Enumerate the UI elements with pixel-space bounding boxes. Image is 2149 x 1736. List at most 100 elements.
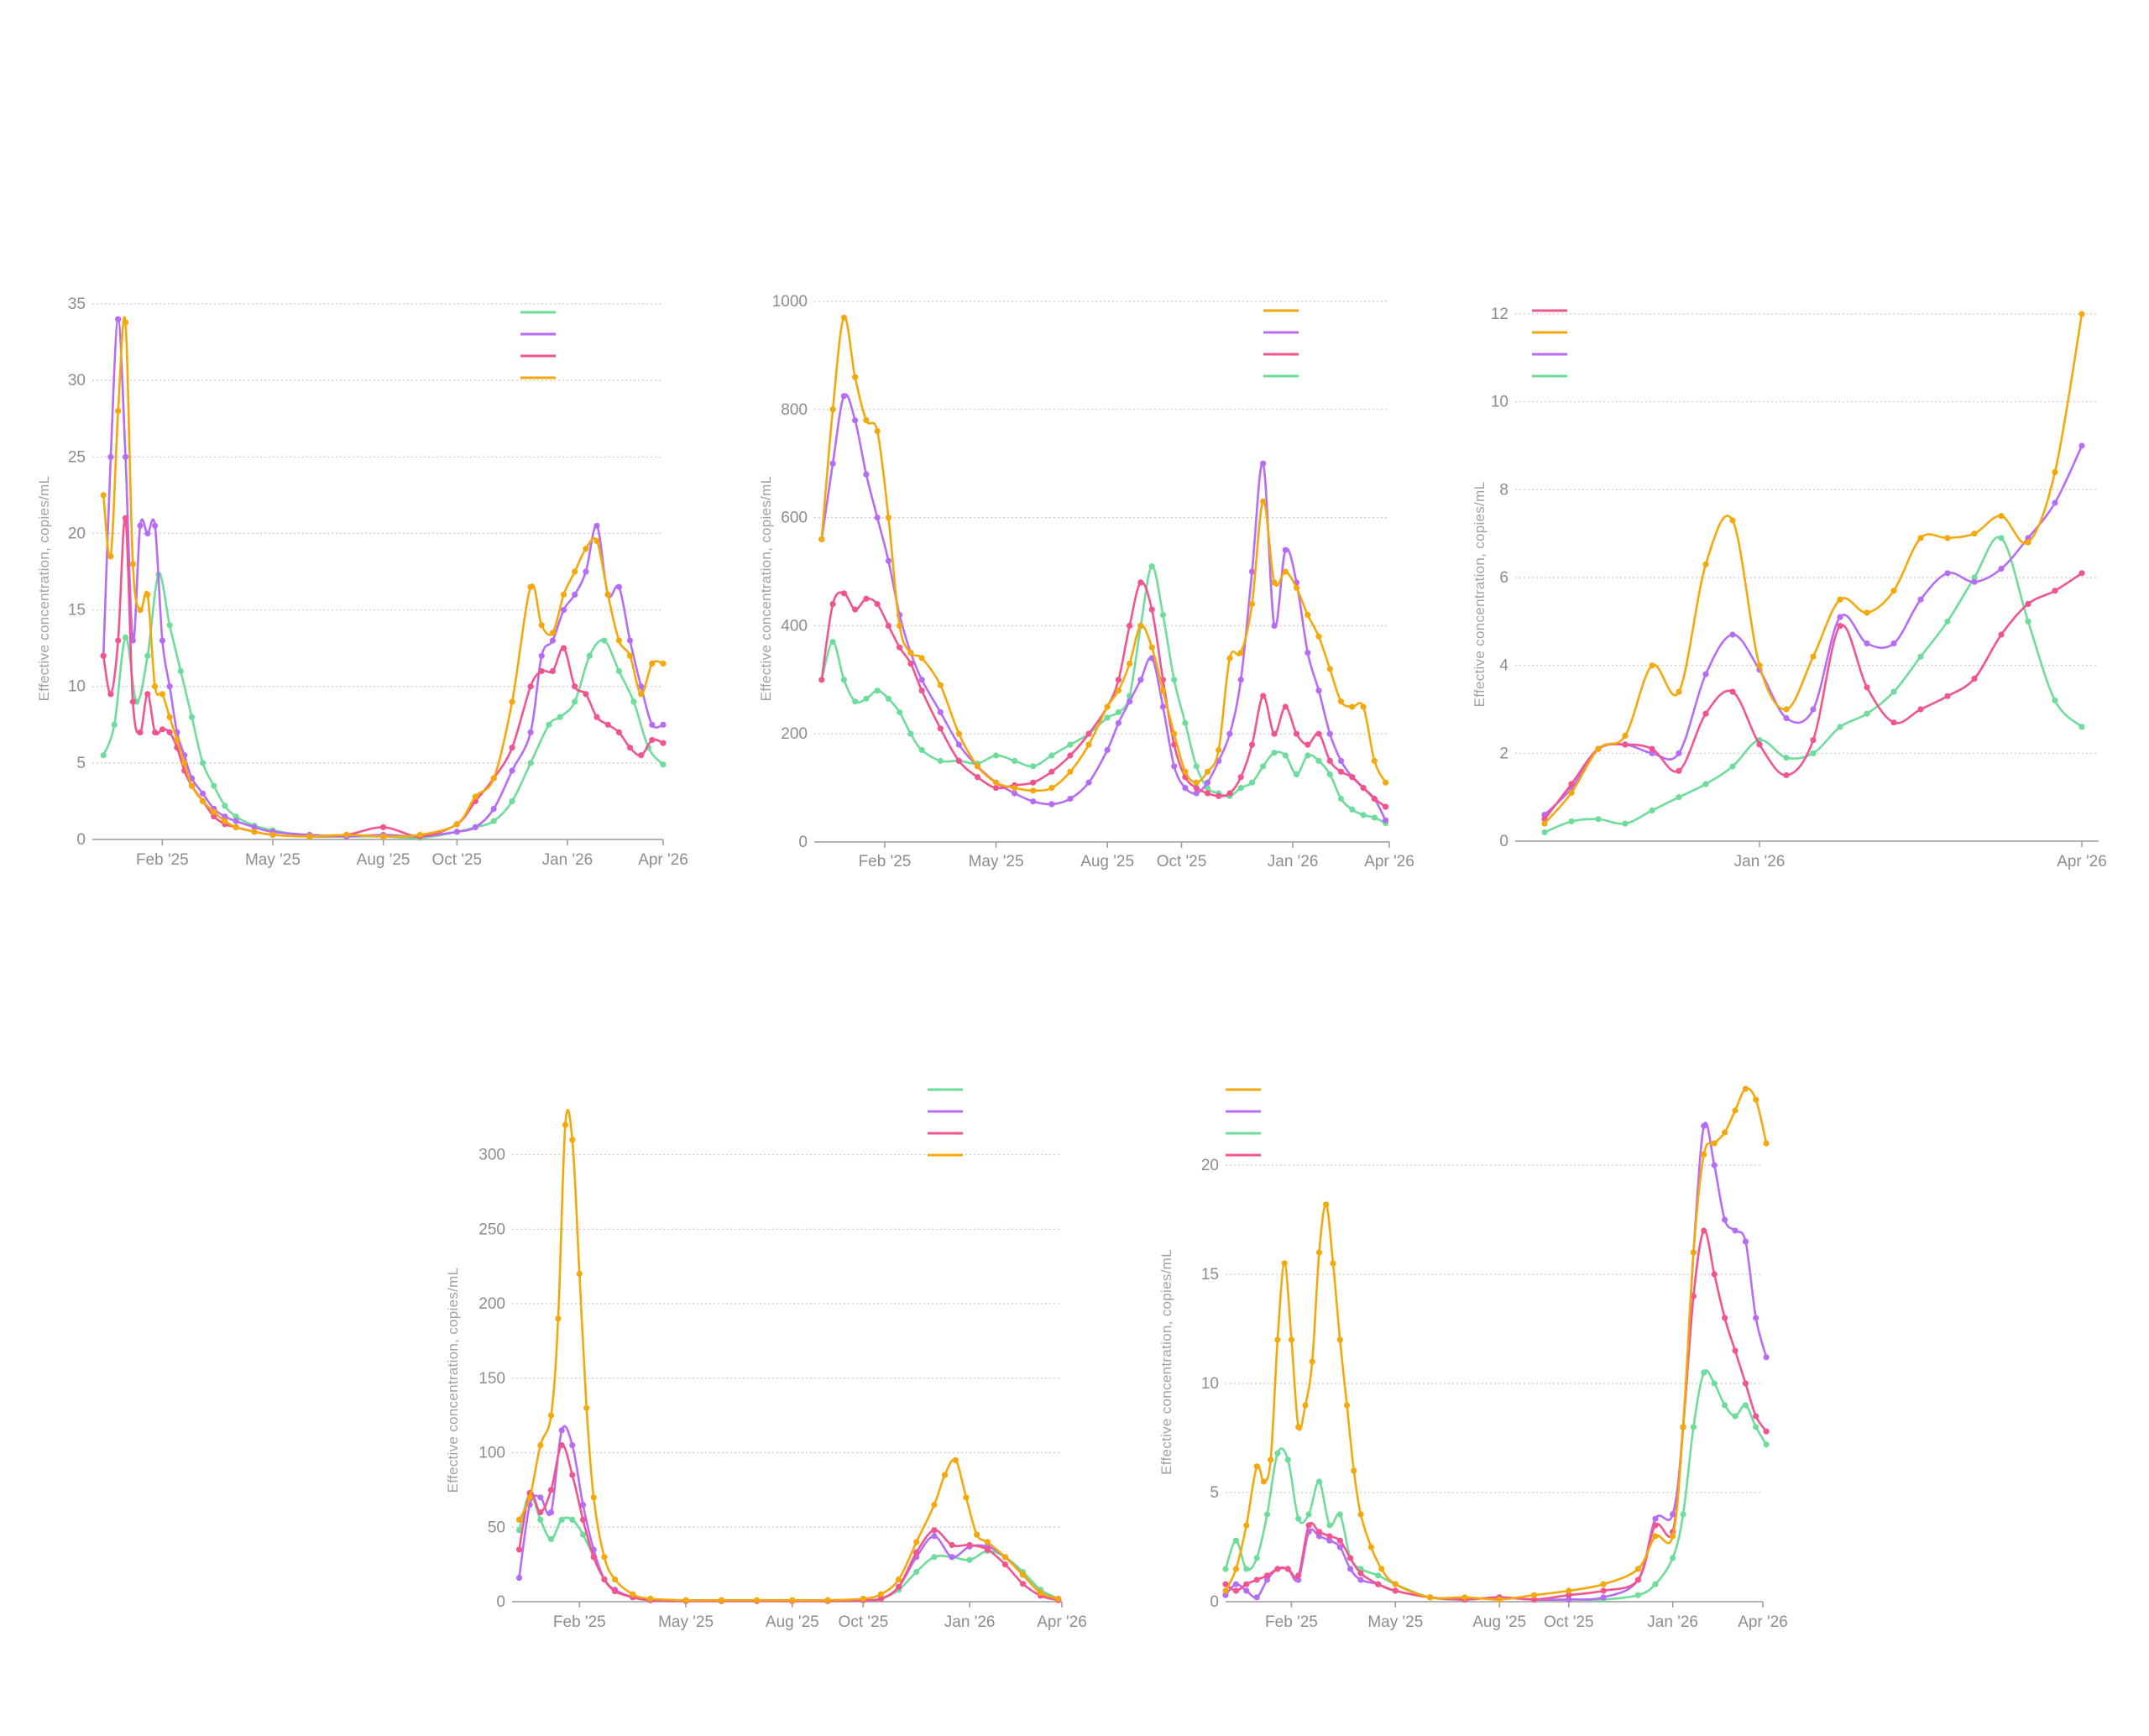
data-point-orange bbox=[144, 591, 151, 598]
data-point-orange bbox=[1260, 1478, 1267, 1485]
data-point-green bbox=[100, 752, 107, 759]
y-axis-label: Effective concentration, copies/mL bbox=[1158, 1249, 1174, 1475]
data-point-purple bbox=[1566, 1596, 1572, 1603]
data-point-orange bbox=[453, 821, 460, 828]
series-line-orange bbox=[518, 1109, 1060, 1602]
data-point-orange bbox=[1701, 1151, 1707, 1158]
data-point-orange bbox=[860, 1595, 866, 1603]
data-point-pink bbox=[1375, 1581, 1382, 1587]
data-point-green bbox=[122, 634, 129, 641]
data-point-green bbox=[1148, 563, 1155, 570]
data-point-pink bbox=[1315, 1529, 1323, 1535]
data-point-orange bbox=[1038, 1589, 1044, 1596]
data-point-green bbox=[1271, 750, 1278, 756]
data-point-purple bbox=[1944, 570, 1951, 577]
data-point-purple bbox=[829, 460, 836, 467]
data-point-pink bbox=[572, 683, 578, 690]
data-point-purple bbox=[1159, 703, 1166, 710]
data-point-purple bbox=[583, 568, 589, 575]
data-point-purple bbox=[509, 767, 515, 774]
data-point-green bbox=[1890, 688, 1897, 695]
data-point-green bbox=[1115, 709, 1122, 716]
data-point-orange bbox=[547, 1412, 555, 1419]
y-tick-label: 2 bbox=[1499, 745, 1508, 762]
data-point-green bbox=[1360, 812, 1367, 818]
data-point-green bbox=[1248, 779, 1256, 786]
data-point-green bbox=[188, 714, 196, 720]
data-point-pink bbox=[1392, 1587, 1399, 1594]
data-point-orange bbox=[941, 1472, 949, 1478]
data-point-orange bbox=[897, 622, 903, 630]
data-point-purple bbox=[1115, 719, 1122, 726]
data-point-orange bbox=[1530, 1592, 1538, 1598]
data-point-orange bbox=[1383, 779, 1389, 786]
data-point-purple bbox=[1998, 565, 2005, 573]
data-point-purple bbox=[1182, 785, 1189, 792]
data-point-pink bbox=[984, 1546, 991, 1553]
data-point-green bbox=[1622, 820, 1629, 827]
data-point-green bbox=[1701, 1369, 1707, 1376]
data-point-orange bbox=[885, 515, 891, 521]
data-point-orange bbox=[974, 763, 981, 770]
data-point-pink bbox=[877, 1595, 885, 1603]
data-point-orange bbox=[1115, 688, 1122, 694]
data-point-pink bbox=[1649, 745, 1655, 752]
data-point-orange bbox=[615, 637, 623, 644]
data-point-green bbox=[1284, 1456, 1291, 1463]
data-point-pink bbox=[152, 729, 159, 736]
data-point-green bbox=[2025, 618, 2031, 625]
data-point-orange bbox=[789, 1597, 796, 1603]
data-point-orange bbox=[1248, 601, 1256, 608]
x-tick-label: Apr '26 bbox=[1738, 1613, 1788, 1631]
data-point-orange bbox=[1226, 655, 1233, 661]
data-point-green bbox=[1315, 757, 1322, 765]
data-point-orange bbox=[1622, 732, 1629, 740]
data-point-purple bbox=[1652, 1515, 1659, 1522]
data-point-orange bbox=[913, 1539, 920, 1545]
data-point-green bbox=[992, 752, 1000, 759]
data-point-purple bbox=[1676, 750, 1682, 756]
data-point-pink bbox=[159, 726, 165, 733]
data-point-orange bbox=[343, 831, 350, 839]
data-point-purple bbox=[560, 607, 567, 614]
data-point-pink bbox=[992, 785, 1000, 792]
data-point-purple bbox=[569, 1442, 576, 1449]
data-point-orange bbox=[718, 1597, 724, 1603]
x-tick-label: Feb '25 bbox=[553, 1613, 606, 1631]
series-line-pink bbox=[102, 516, 665, 838]
data-point-green bbox=[537, 1516, 544, 1523]
data-point-pink bbox=[129, 698, 136, 705]
y-tick-label: 0 bbox=[76, 831, 86, 849]
data-point-pink bbox=[538, 667, 545, 675]
data-point-pink bbox=[966, 1541, 973, 1549]
data-point-pink bbox=[1305, 1522, 1312, 1529]
data-point-orange bbox=[1837, 596, 1843, 603]
data-point-pink bbox=[1336, 1537, 1343, 1544]
data-point-orange bbox=[1541, 820, 1548, 827]
data-point-orange bbox=[569, 1137, 576, 1143]
data-point-orange bbox=[560, 591, 567, 598]
data-point-green bbox=[1711, 1380, 1718, 1387]
data-point-orange bbox=[1360, 703, 1367, 710]
data-point-purple bbox=[1315, 1533, 1323, 1540]
data-point-orange bbox=[1137, 622, 1144, 630]
data-point-green bbox=[569, 1516, 576, 1523]
data-point-orange bbox=[626, 652, 634, 659]
data-point-orange bbox=[1055, 1595, 1062, 1603]
x-tick-label: Oct '25 bbox=[839, 1613, 889, 1631]
data-point-pink bbox=[937, 725, 944, 732]
data-point-pink bbox=[949, 1541, 955, 1549]
data-point-pink bbox=[1248, 741, 1256, 748]
data-point-pink bbox=[863, 595, 870, 602]
y-axis-label: Effective concentration, copies/mL bbox=[445, 1268, 461, 1493]
data-point-pink bbox=[1810, 737, 1817, 744]
data-point-orange bbox=[1182, 768, 1189, 775]
data-point-purple bbox=[1260, 460, 1267, 467]
data-point-orange bbox=[1253, 1463, 1260, 1470]
y-tick-label: 35 bbox=[68, 295, 86, 313]
data-point-orange bbox=[1159, 688, 1166, 694]
data-point-pink bbox=[558, 1442, 565, 1449]
chart-panel-1: 0 5 10 15 20 25 30 35 Feb '25 May '25 Aug '25 Oct '… bbox=[36, 295, 688, 869]
data-point-pink bbox=[2025, 600, 2031, 608]
data-point-pink bbox=[1115, 677, 1122, 683]
